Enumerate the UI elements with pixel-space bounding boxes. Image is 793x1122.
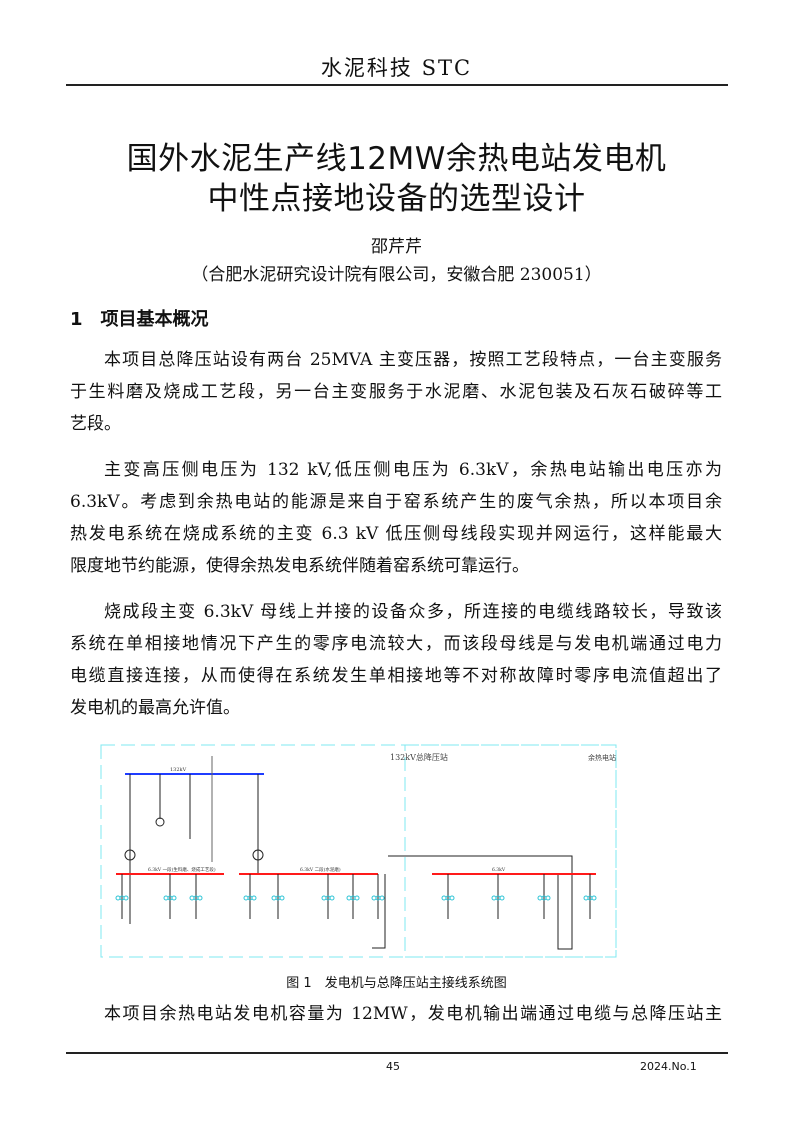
ct-symbol (491, 895, 497, 901)
single-line-diagram: 132kV总降压站 余热电站 132kV 6.3kV 一段(生料磨、烧成工艺段)… (100, 744, 617, 958)
text-line: 于生料磨及烧成工艺段，另一台主变服务于水泥磨、水泥包装及石灰石破碎等工 (70, 382, 722, 402)
ct-symbol (545, 895, 551, 901)
ct-symbol (189, 895, 195, 901)
text-line: 主变高压侧电压为 132 kV,低压侧电压为 6.3kV，余热电站输出电压亦为 (104, 460, 722, 480)
journal-header: 水泥科技 STC (320, 56, 473, 80)
affiliation: （合肥水泥研究设计院有限公司，安徽合肥 230051） (191, 265, 602, 285)
section-heading: 1 项目基本概况 (70, 309, 209, 330)
text-line: 系统在单相接地情况下产生的零序电流较大，而该段母线是与发电机端通过电力 (70, 634, 722, 654)
text-line: 本项目总降压站设有两台 25MVA 主变压器，按照工艺段特点，一台主变服务 (104, 350, 722, 370)
text-line: 本项目余热电站发电机容量为 12MW，发电机输出端通过电缆与总降压站主 (104, 1004, 722, 1024)
ct-symbol (354, 895, 360, 901)
ct-symbol (379, 895, 385, 901)
ct-symbol (329, 895, 335, 901)
ct-symbol (163, 895, 169, 901)
ct-symbol (115, 895, 121, 901)
ct-symbol (371, 895, 377, 901)
ct-symbol (243, 895, 249, 901)
ct-symbol (251, 895, 257, 901)
ct-symbol (583, 895, 589, 901)
text-line: 6.3kV。考虑到余热电站的能源是来自于窑系统产生的废气余热，所以本项目余 (70, 492, 722, 512)
label-bus-2: 6.3kV 二段(水泥磨) (300, 866, 341, 873)
ct-symbol (499, 895, 505, 901)
ct-symbol (171, 895, 177, 901)
ct-symbol (271, 895, 277, 901)
text-line: 烧成段主变 6.3kV 母线上并接的设备众多，所连接的电缆线路较长，导致该 (104, 602, 722, 622)
ct-symbol (123, 895, 129, 901)
article-title-line-2: 中性点接地设备的选型设计 (207, 181, 586, 217)
current-transformers (115, 874, 597, 919)
page-number: 45 (386, 1060, 400, 1073)
ct-symbol (441, 895, 447, 901)
footer-rule (66, 1052, 728, 1054)
text-line: 艺段。 (70, 414, 121, 434)
label-plant: 余热电站 (588, 753, 616, 762)
label-bus-3: 6.3kV (492, 867, 506, 873)
author: 邵芹芹 (371, 237, 422, 257)
label-hv-bus: 132kV (170, 767, 187, 773)
issue-label: 2024.No.1 (640, 1060, 697, 1073)
text-line: 热发电系统在烧成系统的主变 6.3 kV 低压侧母线段实现并网运行，这样能最大 (70, 524, 722, 544)
text-line: 电缆直接连接，从而使得在系统发生单相接地等不对称故障时零序电流值超出了 (70, 666, 722, 686)
ct-symbol (197, 895, 203, 901)
text-line: 限度地节约能源，使得余热发电系统伴随着窑系统可靠运行。 (70, 556, 529, 576)
figure-frame (100, 744, 617, 958)
ct-symbol (321, 895, 327, 901)
text-line: 发电机的最高允许值。 (70, 698, 240, 718)
label-bus-1: 6.3kV 一段(生料磨、烧成工艺段) (148, 866, 216, 873)
label-substation: 132kV总降压站 (390, 752, 448, 762)
article-title-line-1: 国外水泥生产线12MW余热电站发电机 (126, 141, 667, 177)
header-rule (66, 84, 728, 86)
ct-symbol (537, 895, 543, 901)
ct-symbol (346, 895, 352, 901)
ct-symbol (591, 895, 597, 901)
ct-symbol (449, 895, 455, 901)
figure-caption: 图 1 发电机与总降压站主接线系统图 (286, 976, 507, 991)
feeders (124, 774, 573, 950)
ct-symbol (279, 895, 285, 901)
